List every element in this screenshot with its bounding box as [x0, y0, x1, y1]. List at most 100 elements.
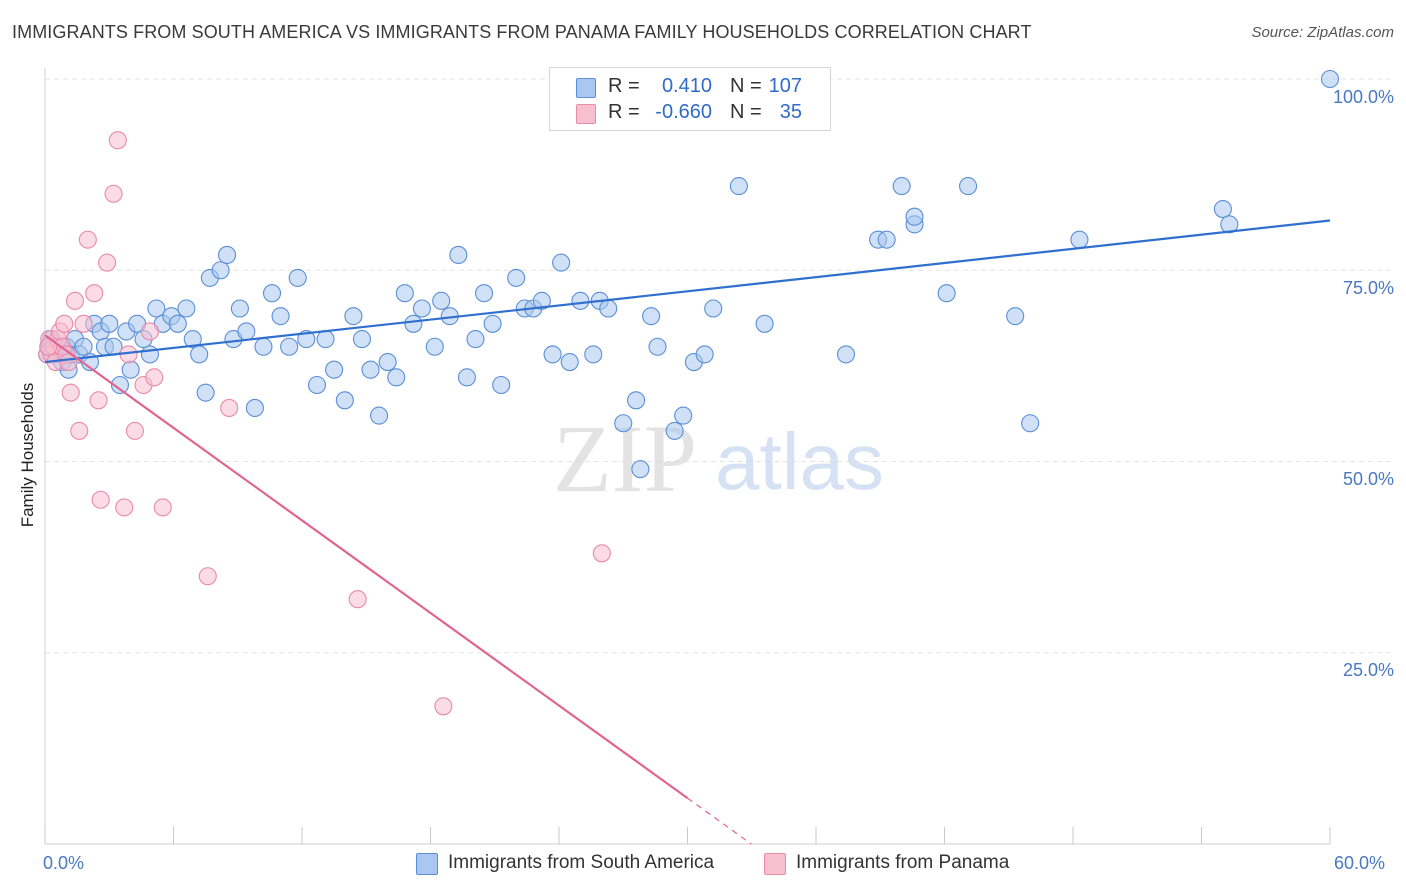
stats-legend: R = 0.410 N = 107 R = -0.660 N = 35 [549, 67, 831, 131]
point-south-america [507, 268, 526, 287]
legend-n-value: 107 [768, 75, 802, 97]
point-south-america [457, 368, 476, 387]
point-panama [220, 398, 239, 418]
point-south-america [532, 291, 551, 310]
point-south-america [648, 337, 667, 356]
point-south-america [665, 421, 684, 440]
point-south-america [543, 345, 562, 364]
point-south-america [177, 299, 196, 318]
point-panama [153, 498, 172, 517]
point-south-america [325, 360, 344, 379]
point-south-america [571, 291, 590, 310]
point-panama [348, 590, 367, 609]
legend-n-label: N = [730, 101, 762, 123]
point-south-america [877, 230, 896, 249]
point-south-america [404, 314, 423, 333]
point-south-america [395, 284, 414, 303]
point-panama [91, 490, 110, 509]
point-south-america [1021, 414, 1040, 433]
point-south-america [168, 314, 187, 333]
point-south-america [1070, 230, 1089, 249]
point-south-america [196, 383, 215, 402]
y-axis-label: Family Households [18, 382, 37, 528]
point-south-america [237, 322, 256, 341]
point-south-america [335, 391, 354, 410]
point-south-america [271, 307, 290, 326]
point-south-america [378, 352, 397, 372]
point-panama [98, 253, 117, 272]
legend-swatch-pink [576, 104, 596, 124]
point-panama [592, 544, 611, 563]
legend-swatch-blue [576, 78, 596, 98]
point-south-america [100, 314, 119, 333]
point-south-america [755, 314, 774, 333]
legend-r-label: R = [608, 75, 640, 97]
point-south-america [704, 299, 723, 318]
bottom-legend-label: Immigrants from South America [448, 852, 715, 873]
point-south-america [432, 291, 451, 310]
point-panama [74, 314, 93, 333]
y-tick-100: 100.0% [1332, 87, 1394, 107]
point-south-america [307, 375, 327, 395]
point-south-america [316, 330, 335, 349]
point-south-america [836, 345, 856, 364]
point-panama [65, 291, 85, 310]
x-tick-0: 0.0% [43, 853, 85, 873]
axes [44, 68, 1331, 845]
point-south-america [584, 345, 603, 364]
watermark-atlas: atlas [715, 417, 884, 506]
trend-line-south-america [44, 219, 1331, 364]
point-south-america [466, 330, 485, 349]
point-south-america [1220, 215, 1239, 234]
point-panama [125, 421, 144, 440]
point-south-america [230, 299, 249, 318]
bottom-legend-swatch-pink [764, 853, 786, 875]
point-south-america [1006, 307, 1025, 326]
bottom-legend-swatch-blue [416, 853, 438, 875]
series-panama-points [38, 131, 611, 716]
point-south-america [674, 406, 693, 425]
point-panama [104, 184, 123, 203]
bottom-legend-label: Immigrants from Panama [796, 852, 1010, 873]
point-south-america [110, 375, 130, 395]
series-south-america-points [38, 69, 1340, 479]
point-panama [108, 131, 127, 150]
legend-r-value: -0.660 [655, 101, 712, 123]
chart-title: IMMIGRANTS FROM SOUTH AMERICA VS IMMIGRA… [12, 22, 1032, 42]
point-south-america [959, 177, 978, 196]
point-south-america [288, 268, 307, 287]
legend-row-panama: R = -0.660 N = 35 [550, 101, 830, 127]
point-south-america [280, 337, 299, 356]
point-panama [89, 391, 108, 410]
point-south-america [483, 314, 502, 333]
point-south-america [352, 330, 372, 349]
point-south-america [492, 375, 511, 395]
y-tick-25: 25.0% [1342, 660, 1394, 680]
point-south-america [183, 330, 202, 349]
point-south-america [729, 177, 748, 196]
point-south-america [937, 284, 956, 303]
x-tick-60: 60.0% [1334, 853, 1386, 873]
point-panama [85, 284, 104, 303]
point-panama [70, 421, 89, 440]
point-south-america [147, 299, 166, 318]
y-tick-50: 50.0% [1342, 469, 1394, 489]
point-south-america [344, 307, 363, 326]
trend-line-panama [44, 334, 689, 799]
point-south-america [74, 337, 93, 356]
point-south-america [552, 253, 571, 272]
source-label: Source: ZipAtlas.com [1251, 24, 1394, 41]
point-south-america [1213, 200, 1232, 219]
point-south-america [892, 177, 911, 196]
point-south-america [614, 414, 633, 433]
point-south-america [425, 337, 444, 356]
legend-row-south-america: R = 0.410 N = 107 [550, 75, 830, 101]
point-south-america [217, 245, 237, 264]
point-panama [145, 368, 164, 387]
point-south-america [297, 330, 316, 349]
point-south-america [254, 337, 273, 356]
legend-n-label: N = [730, 75, 762, 97]
point-south-america [560, 352, 579, 372]
legend-n-value: 35 [779, 101, 802, 123]
